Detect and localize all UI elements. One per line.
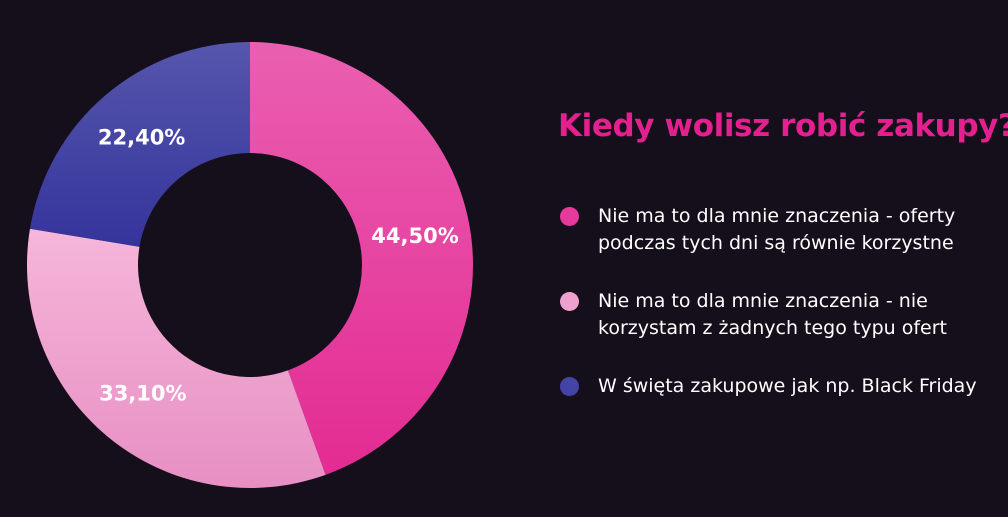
data-label-2: 22,40% <box>98 125 185 149</box>
chart-title: Kiedy wolisz robić zakupy? <box>558 108 1008 144</box>
legend-swatch-2 <box>560 377 579 396</box>
legend-item-2: W święta zakupowe jak np. Black Friday <box>558 373 1003 400</box>
legend-label-0: Nie ma to dla mnie znaczenia - oferty po… <box>598 205 956 254</box>
legend-item-0: Nie ma to dla mnie znaczenia - oferty po… <box>558 203 1003 257</box>
donut-chart: 44,50% 33,10% 22,40% <box>26 42 474 488</box>
legend-label-2: W święta zakupowe jak np. Black Friday <box>598 375 977 397</box>
donut-slice-1 <box>26 228 326 488</box>
donut-slice-2 <box>29 42 250 247</box>
chart-legend: Nie ma to dla mnie znaczenia - oferty po… <box>558 203 1003 431</box>
legend-swatch-0 <box>560 207 579 226</box>
donut-slice-0 <box>250 42 474 475</box>
legend-label-1: Nie ma to dla mnie znaczenia - nie korzy… <box>598 290 947 339</box>
data-label-1: 33,10% <box>99 382 186 406</box>
legend-swatch-1 <box>560 292 579 311</box>
legend-item-1: Nie ma to dla mnie znaczenia - nie korzy… <box>558 288 1003 342</box>
data-label-0: 44,50% <box>371 224 458 248</box>
